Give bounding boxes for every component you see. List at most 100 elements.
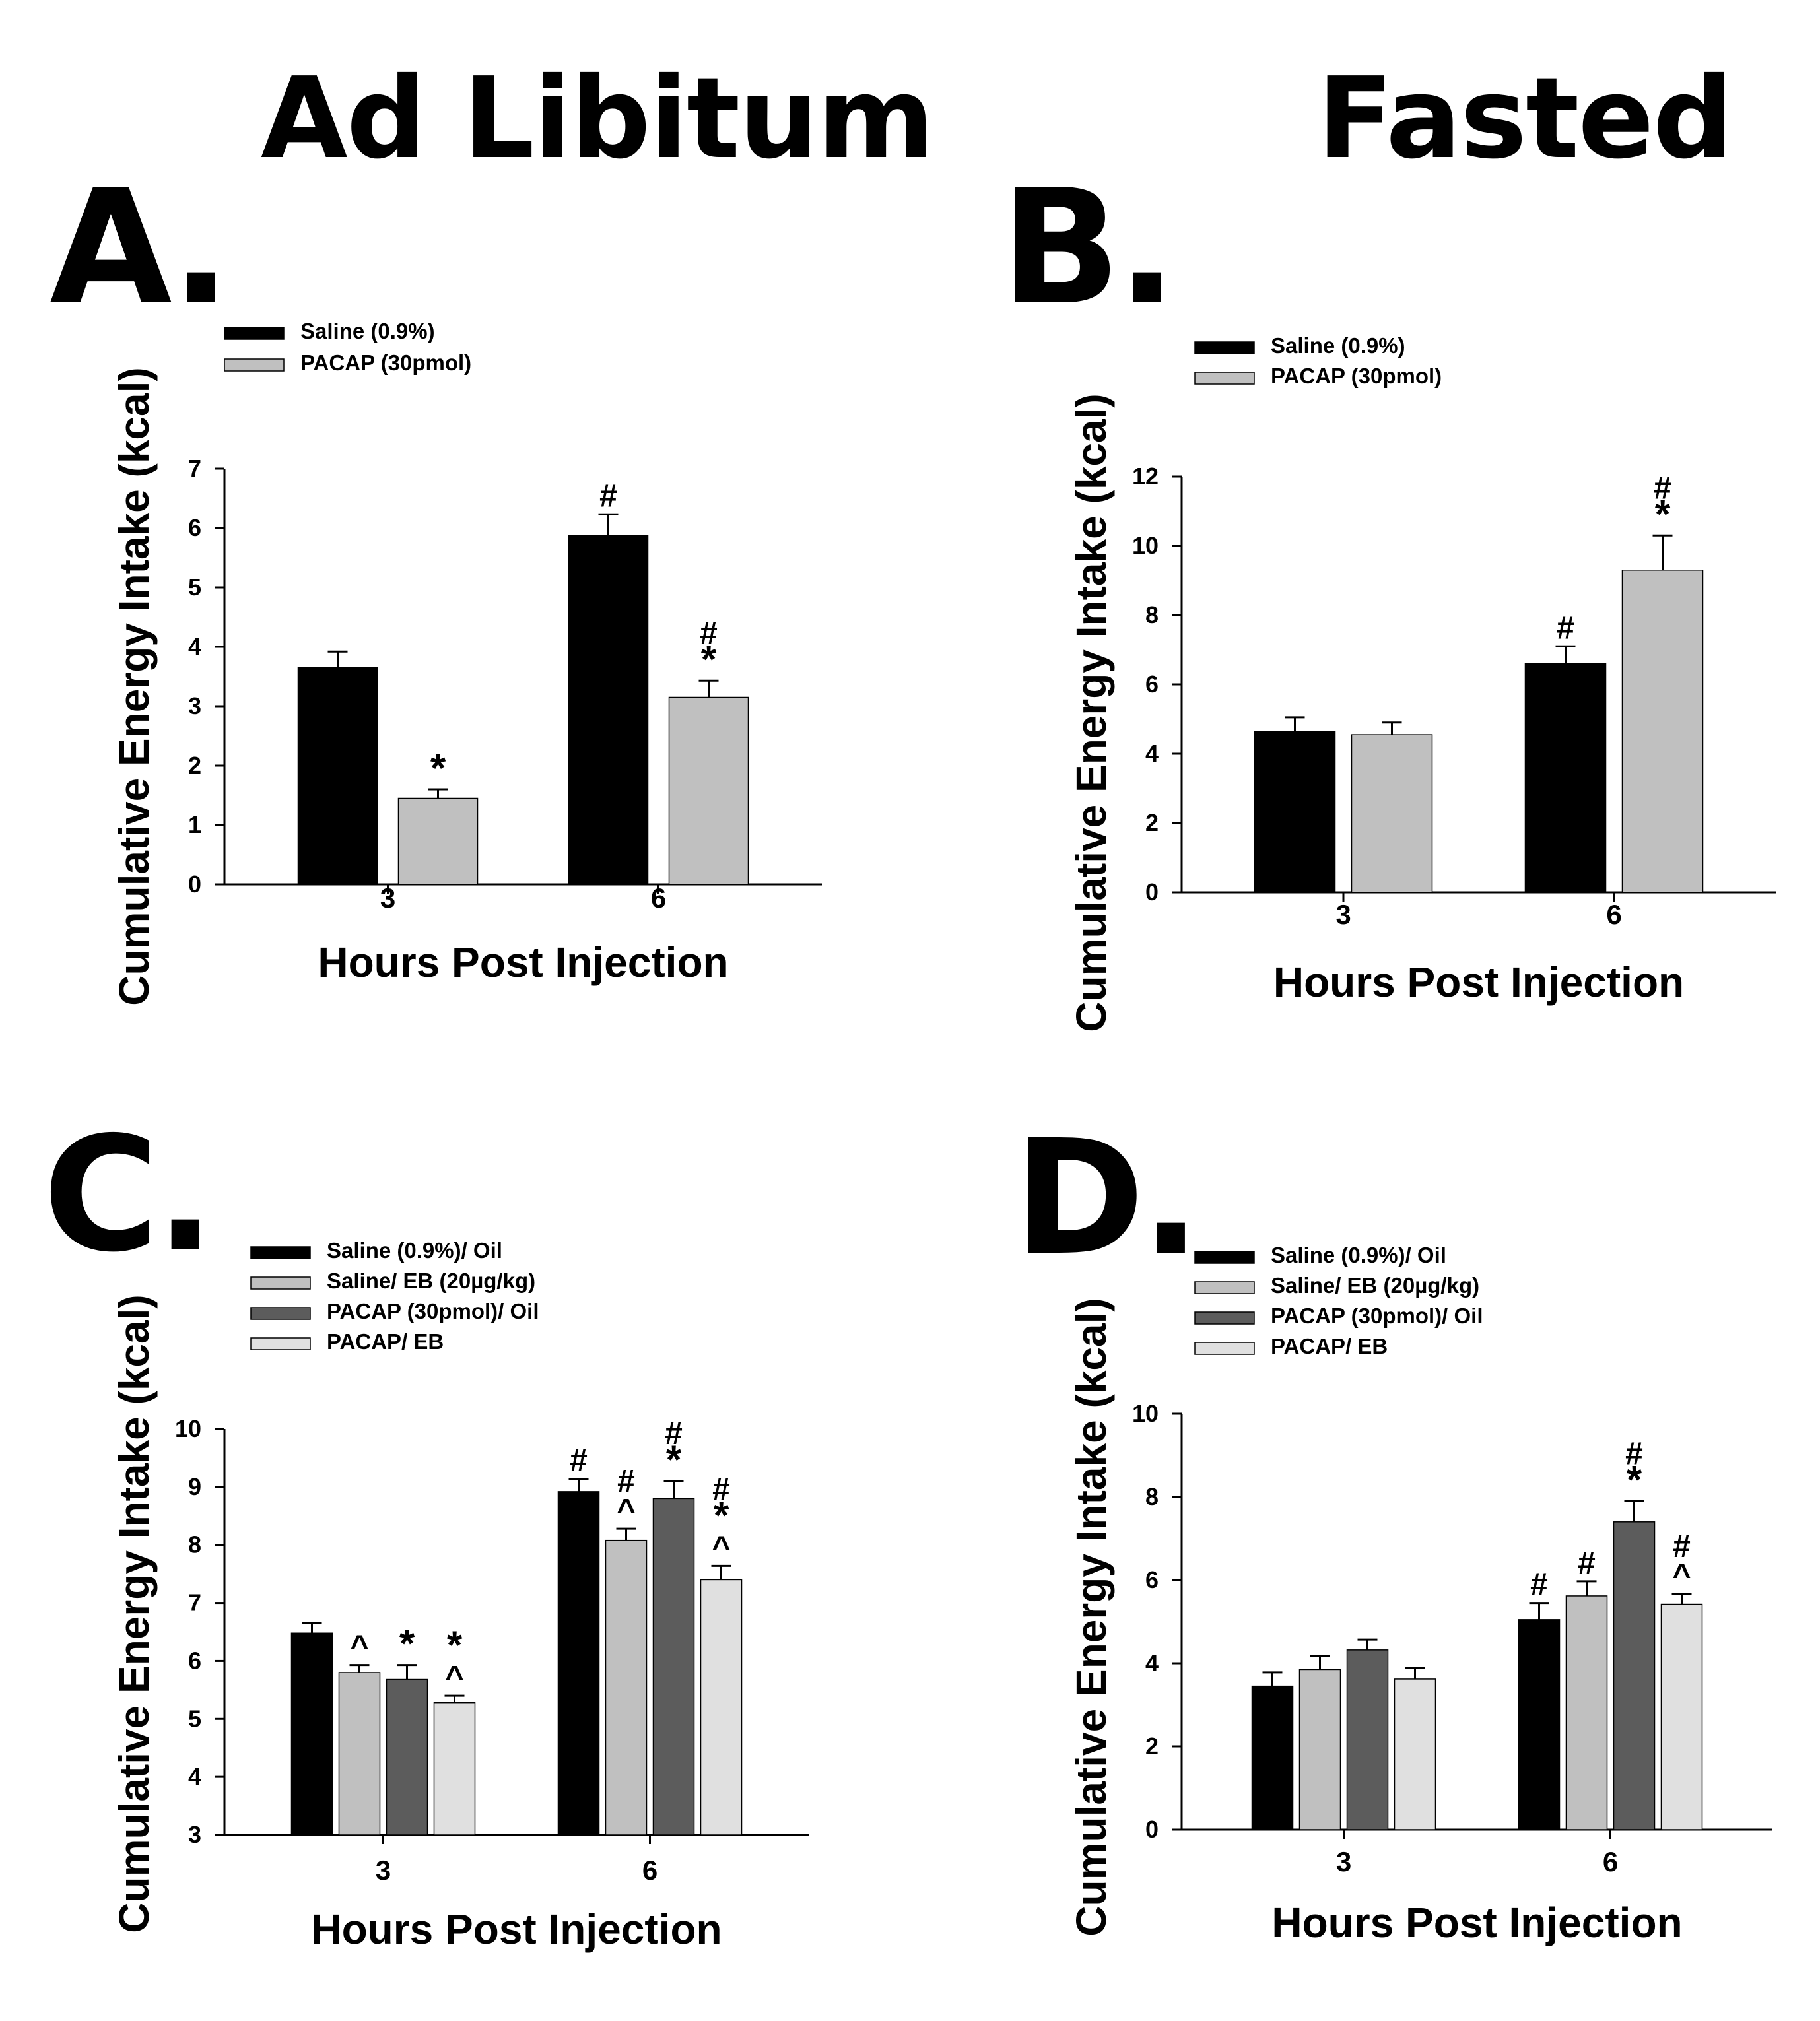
y-tick-label: 4 (1145, 740, 1159, 767)
significance-marker: * (714, 1493, 729, 1537)
y-tick-label: 1 (188, 811, 201, 838)
panel-label-d: D. (1013, 1106, 1201, 1290)
bar (652, 1498, 695, 1836)
legend-swatch (1194, 341, 1255, 354)
significance-marker: # (1625, 1436, 1643, 1471)
y-tick-label: 4 (188, 1763, 201, 1790)
significance-marker: ^ (350, 1630, 368, 1665)
x-axis-label: Hours Post Injection (1273, 958, 1684, 1006)
y-axis-label: Cumulative Energy Intake (kcal) (1067, 393, 1115, 1032)
significance-marker: # (1530, 1568, 1548, 1603)
heading-ad-libitum: Ad Libitum (261, 53, 934, 184)
significance-marker: * (430, 746, 446, 790)
legend-swatch (250, 1337, 311, 1350)
legend-label: PACAP (30pmol)/ Oil (1271, 1304, 1483, 1328)
x-axis-label: Hours Post Injection (311, 1905, 722, 1953)
bar (433, 1702, 476, 1836)
legend-label: PACAP/ EB (1271, 1334, 1388, 1358)
significance-marker: * (1655, 492, 1671, 536)
significance-marker: # (700, 616, 718, 651)
y-tick-label: 5 (188, 1705, 201, 1732)
y-tick-label: 10 (1132, 1400, 1159, 1427)
y-tick-label: 0 (1145, 878, 1159, 906)
bar (668, 696, 749, 885)
significance-marker: # (1654, 471, 1671, 506)
panel-label-a: A. (50, 155, 231, 340)
y-tick-label: 6 (1145, 1566, 1159, 1593)
legend-label: PACAP (30pmol) (300, 350, 471, 375)
significance-marker: # (1578, 1546, 1596, 1581)
y-tick-label: 0 (1145, 1816, 1159, 1843)
y-tick-label: 9 (188, 1473, 201, 1500)
significance-marker: * (701, 637, 717, 681)
x-tick-label: 6 (1603, 1846, 1618, 1877)
bar (700, 1579, 743, 1836)
x-tick-label: 6 (651, 882, 666, 913)
significance-marker: # (570, 1443, 588, 1478)
y-tick-label: 8 (188, 1531, 201, 1558)
bar (290, 1632, 333, 1836)
legend-swatch (224, 327, 285, 340)
y-tick-label: 5 (188, 574, 201, 601)
significance-marker: # (1673, 1529, 1691, 1564)
legend-label: PACAP (30pmol)/ Oil (327, 1299, 539, 1323)
significance-marker: # (665, 1416, 683, 1451)
y-tick-label: 6 (188, 514, 201, 541)
panel-label-b: B. (1000, 155, 1177, 340)
chart-panel-c: Saline (0.9%)/ Oil Saline/ EB (20µg/kg) PA… (110, 1238, 809, 1953)
legend-swatch (1194, 1281, 1255, 1294)
y-axis-label: Cumulative Energy Intake (kcal) (1067, 1298, 1115, 1936)
legend-swatch (1194, 1251, 1255, 1264)
legend-label: PACAP/ EB (327, 1329, 444, 1354)
legend-swatch (224, 358, 285, 372)
bar (1621, 570, 1704, 893)
y-tick-label: 4 (188, 633, 201, 660)
bar (1518, 1619, 1561, 1830)
legend-swatch (1194, 372, 1255, 385)
y-tick-label: 10 (175, 1415, 201, 1442)
bar (1660, 1603, 1703, 1830)
significance-marker: # (617, 1464, 635, 1499)
significance-marker: # (712, 1472, 730, 1507)
y-tick-label: 3 (188, 692, 201, 719)
panel-label-c: C. (43, 1102, 215, 1287)
bar (1251, 1685, 1294, 1830)
y-tick-label: 0 (188, 871, 201, 898)
x-axis-label: Hours Post Injection (1271, 1899, 1682, 1946)
bar (386, 1678, 428, 1836)
significance-marker: ^ (712, 1530, 730, 1565)
bar (1565, 1595, 1608, 1830)
significance-marker: # (599, 479, 617, 514)
significance-marker: ^ (617, 1493, 635, 1528)
y-tick-label: 8 (1145, 601, 1159, 628)
x-tick-label: 3 (376, 1855, 391, 1886)
legend-swatch (250, 1307, 311, 1320)
y-tick-label: 2 (1145, 809, 1159, 836)
legend-label: Saline/ EB (20µg/kg) (1271, 1273, 1479, 1298)
y-tick-label: 12 (1132, 463, 1159, 490)
bar (1254, 731, 1336, 893)
bar (297, 667, 378, 885)
y-tick-label: 6 (1145, 671, 1159, 698)
bar (557, 1491, 600, 1836)
bar (1351, 734, 1433, 893)
legend-swatch (250, 1246, 311, 1259)
x-tick-label: 6 (642, 1855, 657, 1886)
y-axis-label: Cumulative Energy Intake (kcal) (110, 1294, 158, 1933)
bar (1394, 1678, 1436, 1830)
legend-label: PACAP (30pmol) (1271, 364, 1442, 388)
legend-label: Saline (0.9%) (300, 319, 435, 343)
bar (568, 535, 649, 885)
bar (397, 797, 479, 885)
x-tick-label: 3 (1335, 899, 1351, 930)
significance-marker: * (447, 1623, 463, 1667)
y-tick-label: 8 (1145, 1483, 1159, 1510)
x-tick-label: 3 (380, 882, 395, 913)
y-tick-label: 7 (188, 455, 201, 482)
significance-marker: ^ (1672, 1558, 1691, 1593)
y-tick-label: 2 (1145, 1733, 1159, 1760)
y-tick-label: 10 (1132, 532, 1159, 559)
significance-marker: ^ (445, 1660, 463, 1695)
chart-panel-b: Saline (0.9%) PACAP (30pmol) 0 2 4 6 8 10 12 Cumu… (1067, 333, 1776, 1032)
bar (1613, 1521, 1656, 1830)
